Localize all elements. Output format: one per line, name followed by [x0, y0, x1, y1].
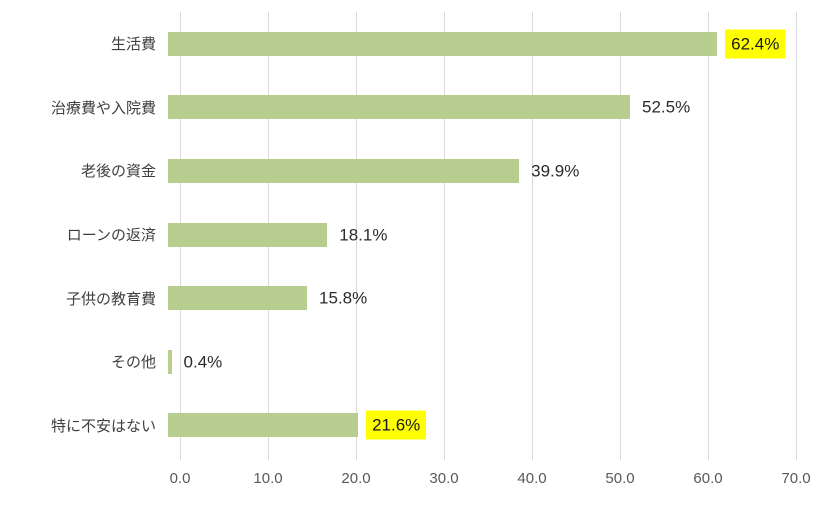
value-label: 0.4% — [183, 352, 223, 372]
bar-row: 老後の資金 39.9% — [0, 139, 840, 203]
value-label: 18.1% — [339, 225, 388, 245]
bar-row: 治療費や入院費 52.5% — [0, 76, 840, 140]
bar-track: 21.6% — [168, 410, 784, 440]
bar-track: 18.1% — [168, 222, 784, 247]
gridline — [444, 12, 445, 460]
value-label: 15.8% — [319, 288, 368, 308]
category-label: 子供の教育費 — [65, 290, 156, 308]
x-tick-label: 30.0 — [429, 470, 459, 487]
x-tick-label: 10.0 — [253, 470, 283, 487]
x-tick-label: 0.0 — [169, 470, 191, 487]
bar-track: 39.9% — [168, 158, 784, 183]
gridline — [532, 12, 533, 460]
value-label: 62.4% — [725, 29, 786, 59]
bar-track: 62.4% — [168, 29, 786, 59]
bar-row: 特に不安はない 21.6% — [0, 393, 840, 457]
bar — [168, 95, 630, 120]
value-label: 39.9% — [531, 161, 580, 181]
bar — [168, 158, 520, 183]
x-tick-label: 40.0 — [517, 470, 547, 487]
x-tick-label: 70.0 — [781, 470, 811, 487]
bar-rows: 生活費 62.4% 治療費や入院費 52.5% 老後の資金 39.9% ローンの… — [0, 12, 840, 457]
value-label: 21.6% — [366, 410, 427, 440]
bar-track: 0.4% — [168, 349, 784, 374]
category-label: 治療費や入院費 — [50, 99, 156, 117]
x-tick-label: 20.0 — [341, 470, 371, 487]
bar — [168, 413, 359, 438]
category-label: 老後の資金 — [80, 163, 156, 181]
value-label: 52.5% — [642, 97, 691, 117]
category-label: その他 — [110, 354, 156, 372]
category-label: ローンの返済 — [66, 227, 156, 245]
gridline — [708, 12, 709, 460]
bar — [168, 31, 718, 56]
bar — [168, 349, 172, 374]
x-tick-label: 50.0 — [605, 470, 635, 487]
category-label: 生活費 — [110, 36, 156, 54]
bar — [168, 286, 308, 311]
bar-track: 15.8% — [168, 286, 784, 311]
category-label: 特に不安はない — [50, 417, 156, 435]
gridline — [356, 12, 357, 460]
x-tick-label: 60.0 — [693, 470, 723, 487]
gridline — [796, 12, 797, 460]
bar-row: ローンの返済 18.1% — [0, 203, 840, 267]
bar-track: 52.5% — [168, 95, 784, 120]
bar — [168, 222, 328, 247]
bar-row: 生活費 62.4% — [0, 12, 840, 76]
bar-row: 子供の教育費 15.8% — [0, 266, 840, 330]
gridline — [620, 12, 621, 460]
bar-row: その他 0.4% — [0, 330, 840, 394]
x-axis: 0.0 10.0 20.0 30.0 40.0 50.0 60.0 70.0 — [170, 470, 811, 494]
